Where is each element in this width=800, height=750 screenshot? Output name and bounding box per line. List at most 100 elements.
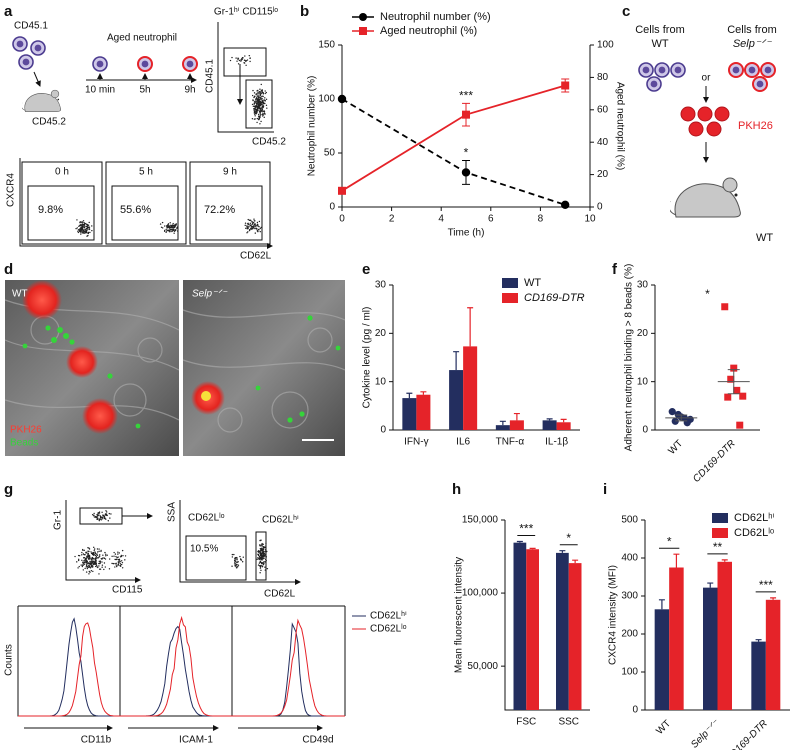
event-dot bbox=[113, 551, 115, 554]
bar bbox=[509, 420, 524, 430]
event-dot bbox=[243, 62, 245, 64]
legend-label: Neutrophil number (%) bbox=[380, 11, 491, 23]
event-dot bbox=[95, 555, 98, 558]
event-dot bbox=[257, 553, 260, 556]
event-dot bbox=[262, 110, 265, 113]
event-dot bbox=[246, 59, 249, 61]
event-dot bbox=[109, 517, 111, 519]
y2-tick-label: 80 bbox=[597, 72, 609, 83]
event-dot bbox=[104, 513, 107, 515]
error-bar bbox=[673, 553, 680, 568]
event-dot bbox=[83, 549, 85, 552]
event-dot bbox=[256, 96, 258, 98]
data-point bbox=[561, 81, 570, 90]
annotation: *** bbox=[759, 578, 773, 592]
event-dot bbox=[96, 554, 99, 556]
panel-d: WT Selp⁻ᐟ⁻ PKH26 Beads bbox=[4, 280, 346, 456]
event-dot bbox=[85, 222, 87, 225]
event-dot bbox=[256, 227, 258, 230]
event-dot bbox=[124, 559, 126, 561]
source-label: Cells from bbox=[727, 24, 777, 36]
event-dot bbox=[93, 512, 95, 515]
event-dot bbox=[262, 548, 265, 551]
event-dot bbox=[257, 557, 259, 559]
event-dot bbox=[89, 567, 92, 569]
event-dot bbox=[77, 231, 80, 234]
legend-label: WT bbox=[524, 277, 541, 289]
event-dot bbox=[257, 109, 259, 112]
image-label: WT bbox=[12, 289, 28, 300]
event-dot bbox=[256, 92, 258, 95]
annotation: * bbox=[566, 531, 571, 545]
x-tick-label: 8 bbox=[538, 214, 544, 225]
event-dot bbox=[120, 554, 123, 557]
event-dot bbox=[255, 110, 257, 112]
event-dot bbox=[101, 566, 103, 568]
plot-axis bbox=[217, 22, 274, 133]
event-dot bbox=[94, 563, 96, 565]
event-dot bbox=[77, 229, 80, 231]
error-bar bbox=[406, 392, 413, 399]
data-point bbox=[727, 375, 735, 383]
histogram-curve bbox=[120, 625, 232, 717]
x-tick-label: TNF-α bbox=[496, 437, 525, 448]
bar bbox=[654, 609, 670, 710]
y-tick-label: 200 bbox=[621, 629, 638, 640]
event-dot bbox=[235, 556, 237, 559]
event-dot bbox=[86, 567, 89, 570]
event-dot bbox=[256, 94, 258, 96]
axis-line bbox=[654, 285, 760, 431]
event-dot bbox=[260, 564, 262, 567]
event-dot bbox=[256, 103, 258, 106]
series-line bbox=[341, 84, 566, 192]
panel-label: i bbox=[603, 481, 607, 498]
event-dot bbox=[93, 516, 96, 518]
event-dot bbox=[248, 219, 251, 222]
event-dot bbox=[259, 560, 262, 563]
event-dot bbox=[260, 92, 263, 94]
event-dot bbox=[260, 98, 263, 100]
event-dot bbox=[102, 514, 104, 516]
panel-label: b bbox=[300, 3, 309, 20]
event-dot bbox=[116, 556, 118, 559]
event-dot bbox=[166, 224, 169, 227]
event-dot bbox=[260, 107, 262, 109]
event-dot bbox=[98, 565, 100, 567]
event-dot bbox=[251, 118, 254, 120]
event-dot bbox=[253, 96, 255, 99]
event-dot bbox=[262, 105, 265, 108]
event-dot bbox=[80, 227, 82, 229]
event-dot bbox=[173, 230, 176, 232]
event-dot bbox=[120, 560, 123, 562]
event-dot bbox=[105, 553, 107, 555]
bar bbox=[669, 567, 684, 710]
event-dot bbox=[256, 109, 258, 112]
gate-percent: 9.8% bbox=[38, 204, 63, 216]
event-dot bbox=[247, 218, 249, 221]
event-dot bbox=[103, 557, 105, 559]
event-dot bbox=[101, 564, 104, 566]
event-dot bbox=[82, 232, 85, 234]
event-dot bbox=[103, 568, 105, 571]
event-dot bbox=[87, 232, 89, 234]
gate-label: CD62Lʰⁱ bbox=[262, 515, 299, 526]
x-tick-label: SSC bbox=[558, 717, 579, 728]
y-tick-label: 50 bbox=[324, 148, 336, 159]
legend-label: CD62Lʰⁱ bbox=[734, 512, 774, 524]
event-dot bbox=[253, 107, 255, 110]
event-dot bbox=[121, 549, 124, 552]
event-dot bbox=[248, 54, 251, 57]
gate bbox=[223, 47, 267, 77]
gate-percent: 10.5% bbox=[190, 544, 218, 555]
event-dot bbox=[102, 516, 104, 518]
event-dot bbox=[79, 229, 81, 232]
event-dot bbox=[80, 564, 82, 566]
y-axis-label: Adherent neutrophil binding > 8 beads (%… bbox=[624, 264, 635, 452]
event-dot bbox=[256, 221, 259, 224]
event-dot bbox=[262, 543, 264, 546]
y-axis-label: Cytokine level (pg / ml) bbox=[362, 307, 373, 409]
event-dot bbox=[89, 231, 91, 234]
event-dot bbox=[101, 511, 103, 513]
legend-label: CD62Lˡᵒ bbox=[370, 624, 407, 635]
event-dot bbox=[105, 511, 108, 513]
